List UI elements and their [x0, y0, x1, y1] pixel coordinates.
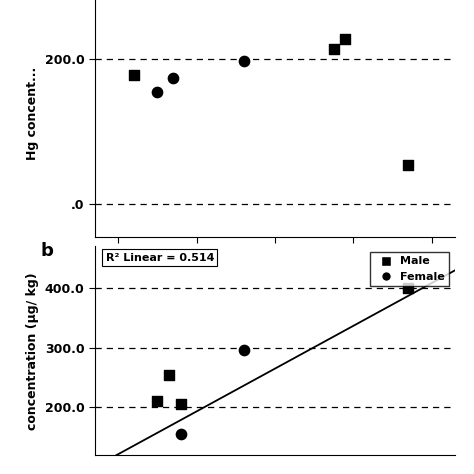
Point: [165, 371, 173, 378]
X-axis label: SVL (cm): SVL (cm): [237, 266, 313, 281]
Y-axis label: Hg concent...: Hg concent...: [26, 67, 39, 160]
Legend: Male, Female: Male, Female: [370, 252, 449, 286]
Point: [177, 401, 185, 408]
Point: [240, 57, 247, 64]
Y-axis label: concentration (μg/ kg): concentration (μg/ kg): [26, 272, 39, 429]
Point: [342, 35, 349, 43]
Point: [130, 72, 138, 79]
Point: [330, 45, 337, 52]
Point: [154, 88, 161, 96]
Text: R² Linear = 0.514: R² Linear = 0.514: [106, 253, 214, 263]
Text: b: b: [41, 242, 54, 260]
Point: [404, 161, 412, 168]
Point: [154, 398, 161, 405]
Point: [404, 284, 412, 292]
Point: [169, 74, 177, 82]
Point: [177, 430, 185, 438]
Point: [240, 346, 247, 353]
